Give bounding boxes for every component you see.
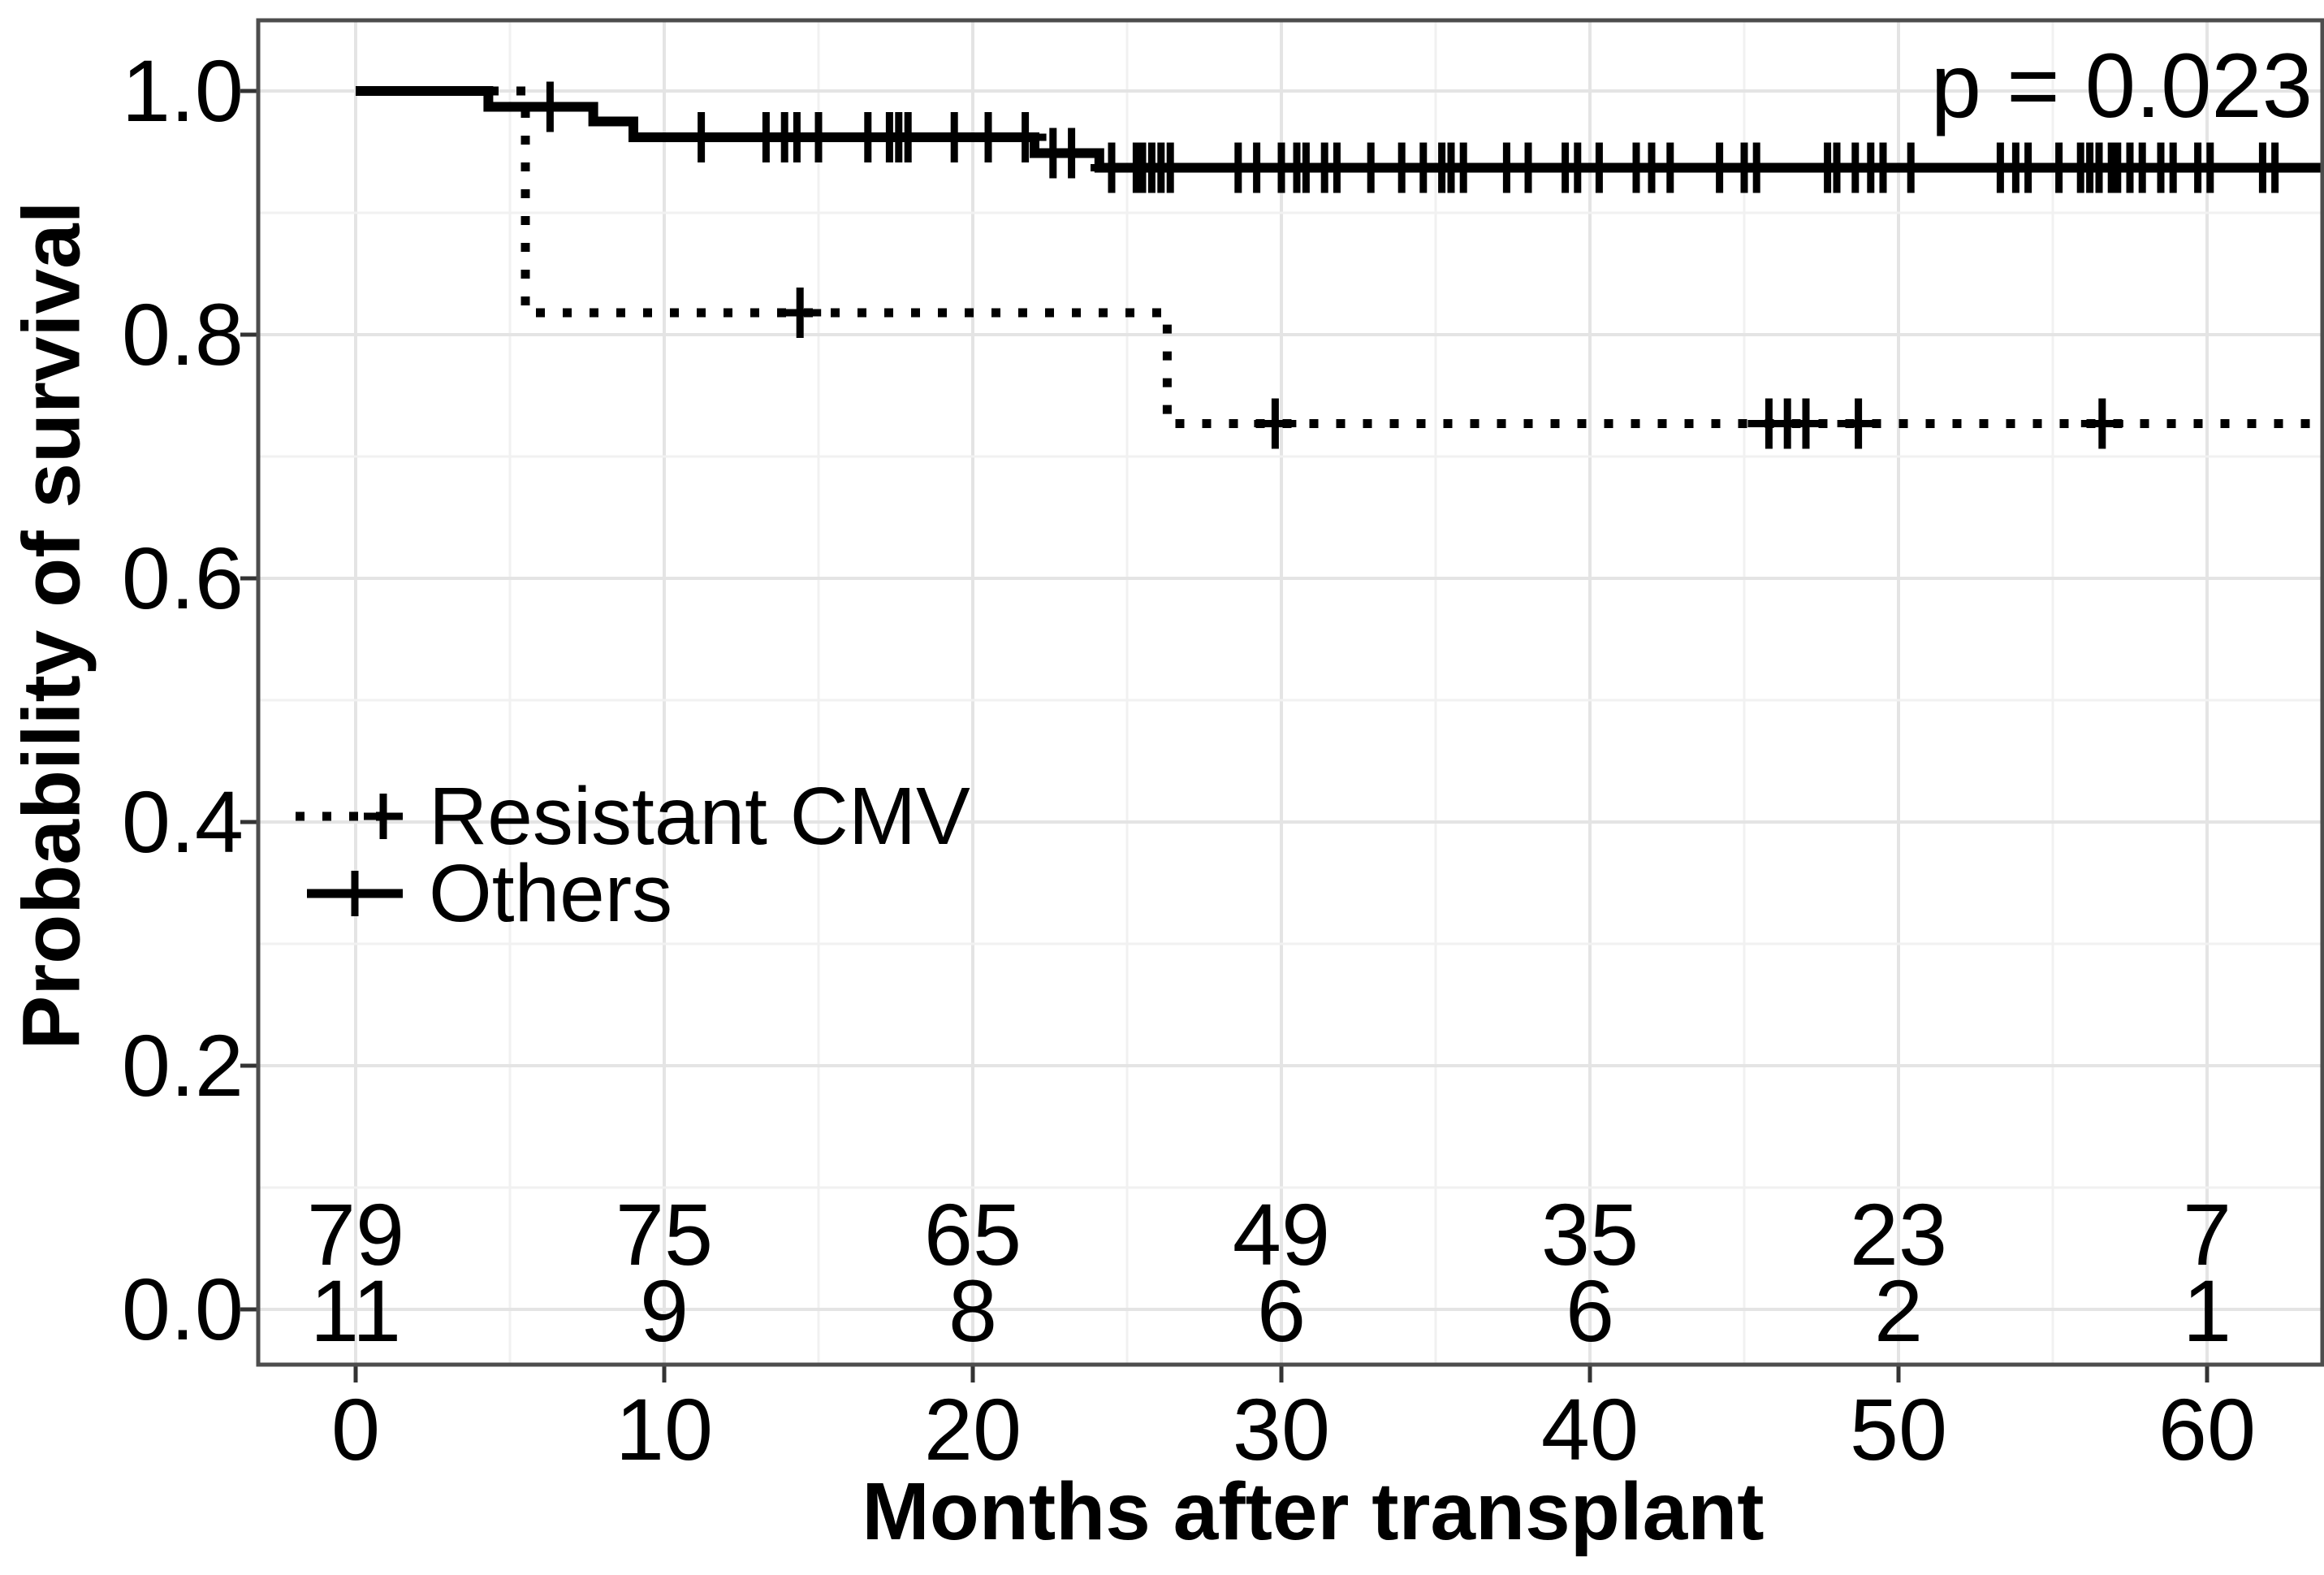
solid-line-plus-key-icon: [307, 871, 403, 916]
x-tick-label: 0: [330, 1380, 381, 1478]
risk-count-others: 49: [1232, 1185, 1331, 1283]
x-tick-label: 60: [2158, 1380, 2257, 1478]
x-tick-label: 50: [1849, 1380, 1948, 1478]
risk-count-resistant-cmv: 8: [948, 1261, 998, 1360]
x-axis-title: Months after transplant: [862, 1466, 1765, 1557]
risk-count-others: 23: [1849, 1185, 1948, 1283]
x-tick-label: 40: [1540, 1380, 1639, 1478]
y-tick-label: 0.2: [121, 1016, 244, 1114]
y-tick-label: 0.4: [121, 772, 244, 871]
y-axis-title: Probability of survival: [6, 201, 97, 1050]
risk-count-others: 75: [615, 1185, 714, 1283]
risk-count-others: 35: [1540, 1185, 1639, 1283]
risk-count-resistant-cmv: 1: [2182, 1261, 2232, 1360]
dotted-line-plus-key-icon: [296, 794, 403, 839]
x-tick-label: 20: [923, 1380, 1022, 1478]
y-tick-label: 0.8: [121, 285, 244, 383]
risk-count-resistant-cmv: 6: [1565, 1261, 1615, 1360]
y-tick-label: 1.0: [121, 41, 244, 140]
plot-panel-border: [256, 18, 2324, 1367]
survival-curve-resistant-cmv: [356, 86, 2322, 428]
legend-item-resistant-cmv: Resistant CMV: [292, 759, 970, 873]
risk-count-resistant-cmv: 2: [1873, 1261, 1924, 1360]
p-value-annotation: p = 0.023: [1930, 35, 2313, 136]
legend-label-others: Others: [429, 848, 673, 939]
y-tick-label: 0.0: [121, 1260, 244, 1358]
risk-count-others: 79: [306, 1185, 405, 1283]
legend-item-others: Others: [292, 837, 672, 950]
survival-curve-others: [356, 86, 2322, 173]
risk-count-resistant-cmv: 11: [309, 1261, 402, 1360]
risk-count-resistant-cmv: 9: [639, 1261, 689, 1360]
risk-count-others: 7: [2182, 1185, 2232, 1283]
x-tick-label: 10: [615, 1380, 714, 1478]
legend-label-resistant-cmv: Resistant CMV: [429, 771, 970, 862]
y-tick-label: 0.6: [121, 529, 244, 627]
risk-count-others: 65: [923, 1185, 1022, 1283]
risk-count-resistant-cmv: 6: [1256, 1261, 1307, 1360]
x-tick-label: 30: [1232, 1380, 1331, 1478]
